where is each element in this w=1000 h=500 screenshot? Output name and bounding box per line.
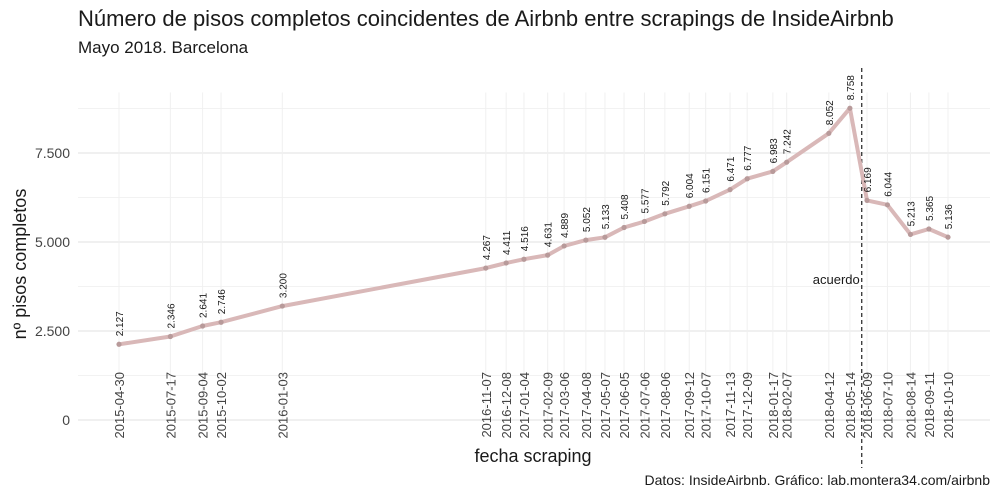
data-point: [884, 202, 891, 208]
data-label: 6.044: [883, 171, 894, 196]
data-point: [864, 197, 870, 203]
data-label: 4.411: [502, 230, 513, 255]
data-label: 4.516: [520, 226, 531, 251]
data-point: [167, 333, 173, 340]
x-tick-label: 2015-09-04: [196, 372, 211, 439]
y-tick-label: 0: [62, 412, 70, 428]
x-tick-label: 2015-07-17: [163, 372, 178, 439]
data-point: [826, 130, 832, 136]
data-label: 4.631: [544, 222, 555, 247]
x-tick-label: 2018-04-12: [822, 372, 837, 439]
x-tick-label: 2015-04-30: [112, 372, 127, 439]
data-label: 2.127: [115, 311, 126, 336]
data-label: 5.052: [582, 207, 593, 232]
data-label: 6.169: [863, 167, 874, 192]
data-point: [926, 226, 932, 232]
x-tick-label: 2018-10-10: [941, 372, 956, 439]
data-point: [621, 224, 627, 231]
data-point: [483, 265, 489, 271]
data-label: 6.151: [702, 168, 713, 193]
chart-subtitle: Mayo 2018. Barcelona: [78, 38, 249, 57]
data-point: [744, 176, 750, 182]
y-tick-label: 2.500: [35, 323, 70, 339]
x-tick-label: 2017-12-09: [740, 372, 755, 439]
data-point: [279, 303, 285, 309]
data-label: 6.471: [726, 156, 737, 181]
data-point: [703, 198, 709, 204]
x-tick-label: 2017-10-07: [699, 372, 714, 439]
data-label: 5.213: [907, 201, 918, 226]
data-label: 2.641: [199, 293, 210, 318]
data-point: [662, 211, 668, 217]
x-tick-label: 2015-10-02: [214, 372, 229, 439]
data-point: [847, 105, 853, 111]
series-line: [117, 106, 950, 347]
y-tick-label: 7.500: [35, 145, 70, 161]
x-tick-label: 2016-11-07: [479, 372, 494, 438]
chart-caption: Datos: InsideAirbnb. Gráfico: lab.monter…: [644, 472, 990, 488]
x-tick-label: 2018-01-17: [766, 372, 781, 439]
data-point: [200, 323, 206, 329]
x-tick-label: 2018-02-07: [780, 372, 795, 439]
data-label: 8.052: [825, 100, 836, 125]
x-tick-label: 2018-08-14: [904, 372, 919, 439]
chart-title: Número de pisos completos coincidentes d…: [78, 6, 894, 31]
data-label: 5.365: [925, 196, 936, 221]
data-point: [770, 168, 776, 175]
y-tick-label: 5.000: [35, 234, 70, 250]
data-point: [503, 260, 509, 266]
data-label: 3.200: [278, 273, 289, 298]
data-label: 6.983: [769, 138, 780, 163]
data-label: 8.758: [846, 75, 857, 100]
data-point: [561, 243, 567, 249]
data-point: [521, 256, 527, 262]
x-tick-label: 2017-07-06: [638, 372, 653, 439]
data-point: [727, 187, 733, 193]
data-point: [545, 252, 551, 258]
data-label: 4.267: [482, 235, 493, 260]
x-tick-label: 2017-03-06: [557, 372, 572, 439]
data-point: [641, 218, 648, 225]
x-tick-label: 2018-09-11: [922, 372, 937, 438]
x-tick-label: 2017-06-05: [617, 372, 632, 439]
x-tick-label: 2017-01-04: [517, 372, 532, 439]
data-label: 2.346: [166, 303, 177, 328]
data-label: 5.133: [601, 204, 612, 229]
data-label: 7.242: [783, 129, 794, 154]
x-tick-label: 2016-12-08: [499, 372, 514, 439]
x-tick-label: 2017-11-13: [723, 372, 738, 438]
x-tick-label: 2016-01-03: [275, 372, 290, 439]
data-label: 5.792: [661, 180, 672, 205]
x-tick-label: 2018-05-14: [843, 372, 858, 439]
data-label: 5.577: [641, 188, 652, 213]
x-tick-label: 2018-06-09: [860, 372, 875, 439]
data-point: [583, 237, 589, 243]
data-point: [907, 231, 914, 238]
data-point: [218, 319, 224, 325]
x-tick-label: 2017-09-12: [682, 372, 697, 439]
x-axis-title: fecha scraping: [474, 446, 591, 466]
data-label: 5.408: [620, 194, 631, 219]
data-point: [945, 234, 951, 240]
data-label: 6.004: [685, 173, 696, 198]
x-tick-label: 2018-07-10: [880, 372, 895, 439]
data-point: [784, 159, 790, 165]
data-label: 5.136: [944, 204, 955, 229]
x-tick-label: 2017-08-06: [658, 372, 673, 439]
y-axis-title: nº pisos completos: [10, 189, 30, 340]
x-tick-label: 2017-02-09: [541, 372, 556, 439]
x-tick-label: 2017-04-08: [579, 372, 594, 439]
data-point: [116, 341, 122, 347]
data-label: 4.889: [560, 213, 571, 238]
data-point: [686, 203, 692, 209]
data-label: 6.777: [743, 145, 754, 170]
x-tick-label: 2017-05-07: [598, 372, 613, 439]
annotation-label: acuerdo: [813, 272, 860, 287]
data-label: 2.746: [217, 289, 228, 314]
data-point: [602, 234, 608, 240]
